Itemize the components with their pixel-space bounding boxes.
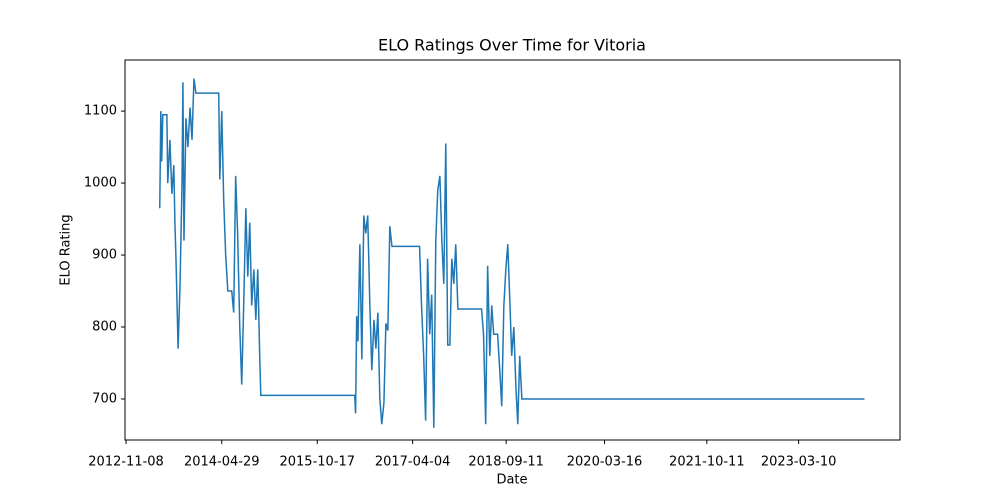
x-tick-label: 2015-10-17 bbox=[279, 455, 355, 470]
x-tick-label: 2014-04-29 bbox=[184, 455, 260, 470]
x-tick-label: 2023-03-10 bbox=[761, 455, 837, 470]
y-tick-label: 900 bbox=[92, 248, 117, 263]
y-tick-label: 800 bbox=[92, 320, 117, 335]
x-tick-label: 2012-11-08 bbox=[88, 455, 164, 470]
y-tick-label: 700 bbox=[92, 391, 117, 406]
chart-title: ELO Ratings Over Time for Vitoria bbox=[378, 36, 646, 55]
y-tick-label: 1100 bbox=[84, 104, 117, 119]
rating-line bbox=[159, 78, 865, 428]
x-tick-label: 2021-10-11 bbox=[669, 455, 745, 470]
x-tick-label: 2020-03-16 bbox=[567, 455, 643, 470]
x-axis-label: Date bbox=[496, 473, 527, 488]
x-tick-label: 2018-09-11 bbox=[468, 455, 544, 470]
y-axis-label: ELO Rating bbox=[59, 214, 74, 285]
x-tick-label: 2017-04-04 bbox=[375, 455, 451, 470]
y-tick-label: 1000 bbox=[84, 176, 117, 191]
plot-frame bbox=[124, 59, 901, 441]
